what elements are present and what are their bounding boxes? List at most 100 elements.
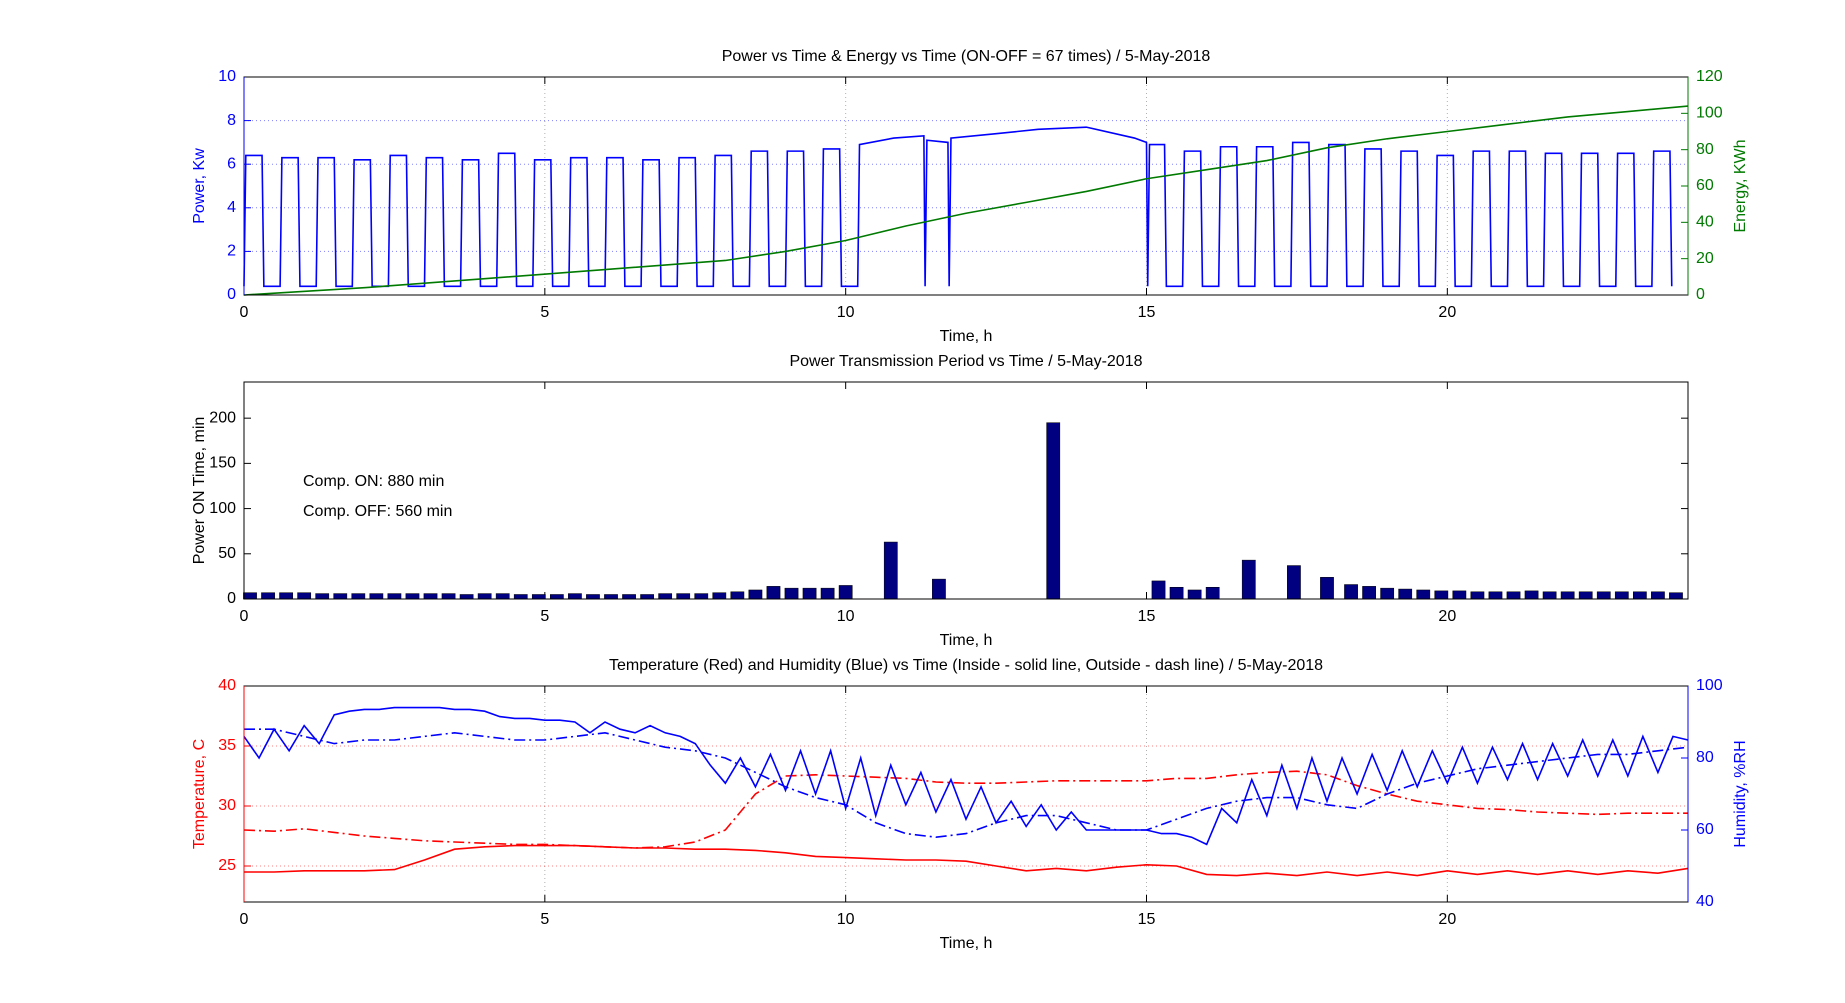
- x-tick-label: 15: [1138, 304, 1156, 321]
- y2-axis-label: Energy, KWh: [1732, 139, 1749, 232]
- x-tick-label: 15: [1138, 911, 1156, 928]
- bar: [387, 593, 402, 600]
- y-tick-label: 8: [227, 112, 236, 129]
- x-tick-label: 0: [240, 911, 249, 928]
- y-tick-label: 6: [227, 155, 236, 172]
- bar: [1524, 590, 1539, 600]
- bar: [1046, 422, 1061, 600]
- bar: [883, 541, 898, 600]
- bar: [932, 578, 946, 600]
- x-axis-label: Time, h: [940, 328, 993, 345]
- y2-tick-label: 0: [1696, 286, 1705, 303]
- series-line: [243, 126, 1673, 288]
- y2-tick-label: 80: [1696, 749, 1714, 766]
- y-tick-label: 50: [218, 545, 236, 562]
- series-line: [244, 844, 1689, 877]
- bar: [1542, 591, 1557, 600]
- bar: [297, 592, 312, 600]
- series-line: [243, 105, 1689, 296]
- y-tick-label: 35: [218, 737, 236, 754]
- y2-tick-label: 40: [1696, 214, 1714, 231]
- bar: [1614, 591, 1629, 600]
- chart-title: Temperature (Red) and Humidity (Blue) vs…: [609, 657, 1323, 674]
- y2-tick-label: 20: [1696, 250, 1714, 267]
- bar: [568, 593, 582, 600]
- bar: [1669, 592, 1683, 600]
- y2-tick-label: 40: [1696, 893, 1714, 910]
- bar: [1596, 591, 1611, 600]
- bar: [1169, 586, 1184, 600]
- series-line: [244, 728, 1689, 839]
- y2-tick-label: 60: [1696, 821, 1714, 838]
- y2-tick-label: 120: [1696, 68, 1723, 85]
- y-tick-label: 0: [227, 286, 236, 303]
- y-tick-label: 40: [218, 677, 236, 694]
- bar: [243, 592, 257, 600]
- bar: [513, 594, 528, 600]
- x-tick-label: 5: [540, 608, 549, 625]
- x-tick-label: 20: [1438, 608, 1456, 625]
- x-tick-label: 10: [837, 911, 855, 928]
- bar: [1380, 587, 1395, 600]
- bar: [351, 593, 366, 600]
- series-line: [243, 770, 1688, 849]
- bar: [658, 593, 673, 600]
- bar: [676, 593, 691, 600]
- y-tick-label: 200: [209, 409, 236, 426]
- y-tick-label: 10: [218, 68, 236, 85]
- bar: [531, 594, 546, 600]
- y-tick-label: 30: [218, 797, 236, 814]
- axes-frame: [243, 381, 1689, 600]
- bar: [1362, 586, 1376, 600]
- bar: [802, 587, 817, 600]
- y2-tick-label: 100: [1696, 105, 1723, 122]
- bar: [405, 593, 420, 600]
- bar: [820, 587, 835, 600]
- x-tick-label: 20: [1438, 304, 1456, 321]
- x-axis-label: Time, h: [940, 935, 993, 952]
- bar: [423, 593, 438, 600]
- x-tick-label: 0: [240, 608, 249, 625]
- bar: [1320, 577, 1334, 600]
- bar: [549, 594, 564, 600]
- bar: [712, 592, 727, 600]
- annotation: Comp. ON: 880 min: [303, 473, 444, 490]
- y-tick-label: 25: [218, 857, 236, 874]
- bar: [1506, 591, 1521, 600]
- bar: [1241, 559, 1256, 600]
- bar: [1434, 590, 1449, 600]
- bar: [495, 593, 510, 600]
- x-tick-label: 20: [1438, 911, 1456, 928]
- y-tick-label: 0: [227, 590, 236, 607]
- bar: [1488, 591, 1503, 600]
- bar: [279, 592, 293, 600]
- bar: [1452, 590, 1467, 600]
- x-tick-label: 5: [540, 304, 549, 321]
- y2-tick-label: 60: [1696, 177, 1714, 194]
- y-tick-label: 100: [209, 500, 236, 517]
- y-axis-label: Power, Kw: [191, 148, 208, 224]
- x-tick-label: 0: [240, 304, 249, 321]
- bar: [766, 586, 781, 600]
- bar: [604, 594, 618, 600]
- bar: [694, 593, 709, 600]
- bar: [748, 589, 763, 600]
- y-tick-label: 150: [209, 455, 236, 472]
- y-axis-label: Temperature, C: [191, 739, 208, 849]
- bar: [730, 591, 745, 600]
- x-axis-label: Time, h: [940, 632, 993, 649]
- bar: [1578, 591, 1593, 600]
- bar: [261, 592, 275, 600]
- bar: [1187, 589, 1202, 600]
- y-tick-label: 4: [227, 199, 236, 216]
- x-tick-label: 10: [837, 608, 855, 625]
- bar: [1151, 580, 1166, 600]
- y-axis-label: Power ON Time, min: [191, 417, 208, 565]
- bar: [622, 594, 636, 600]
- bar: [459, 594, 474, 600]
- bar: [315, 593, 330, 600]
- x-tick-label: 10: [837, 304, 855, 321]
